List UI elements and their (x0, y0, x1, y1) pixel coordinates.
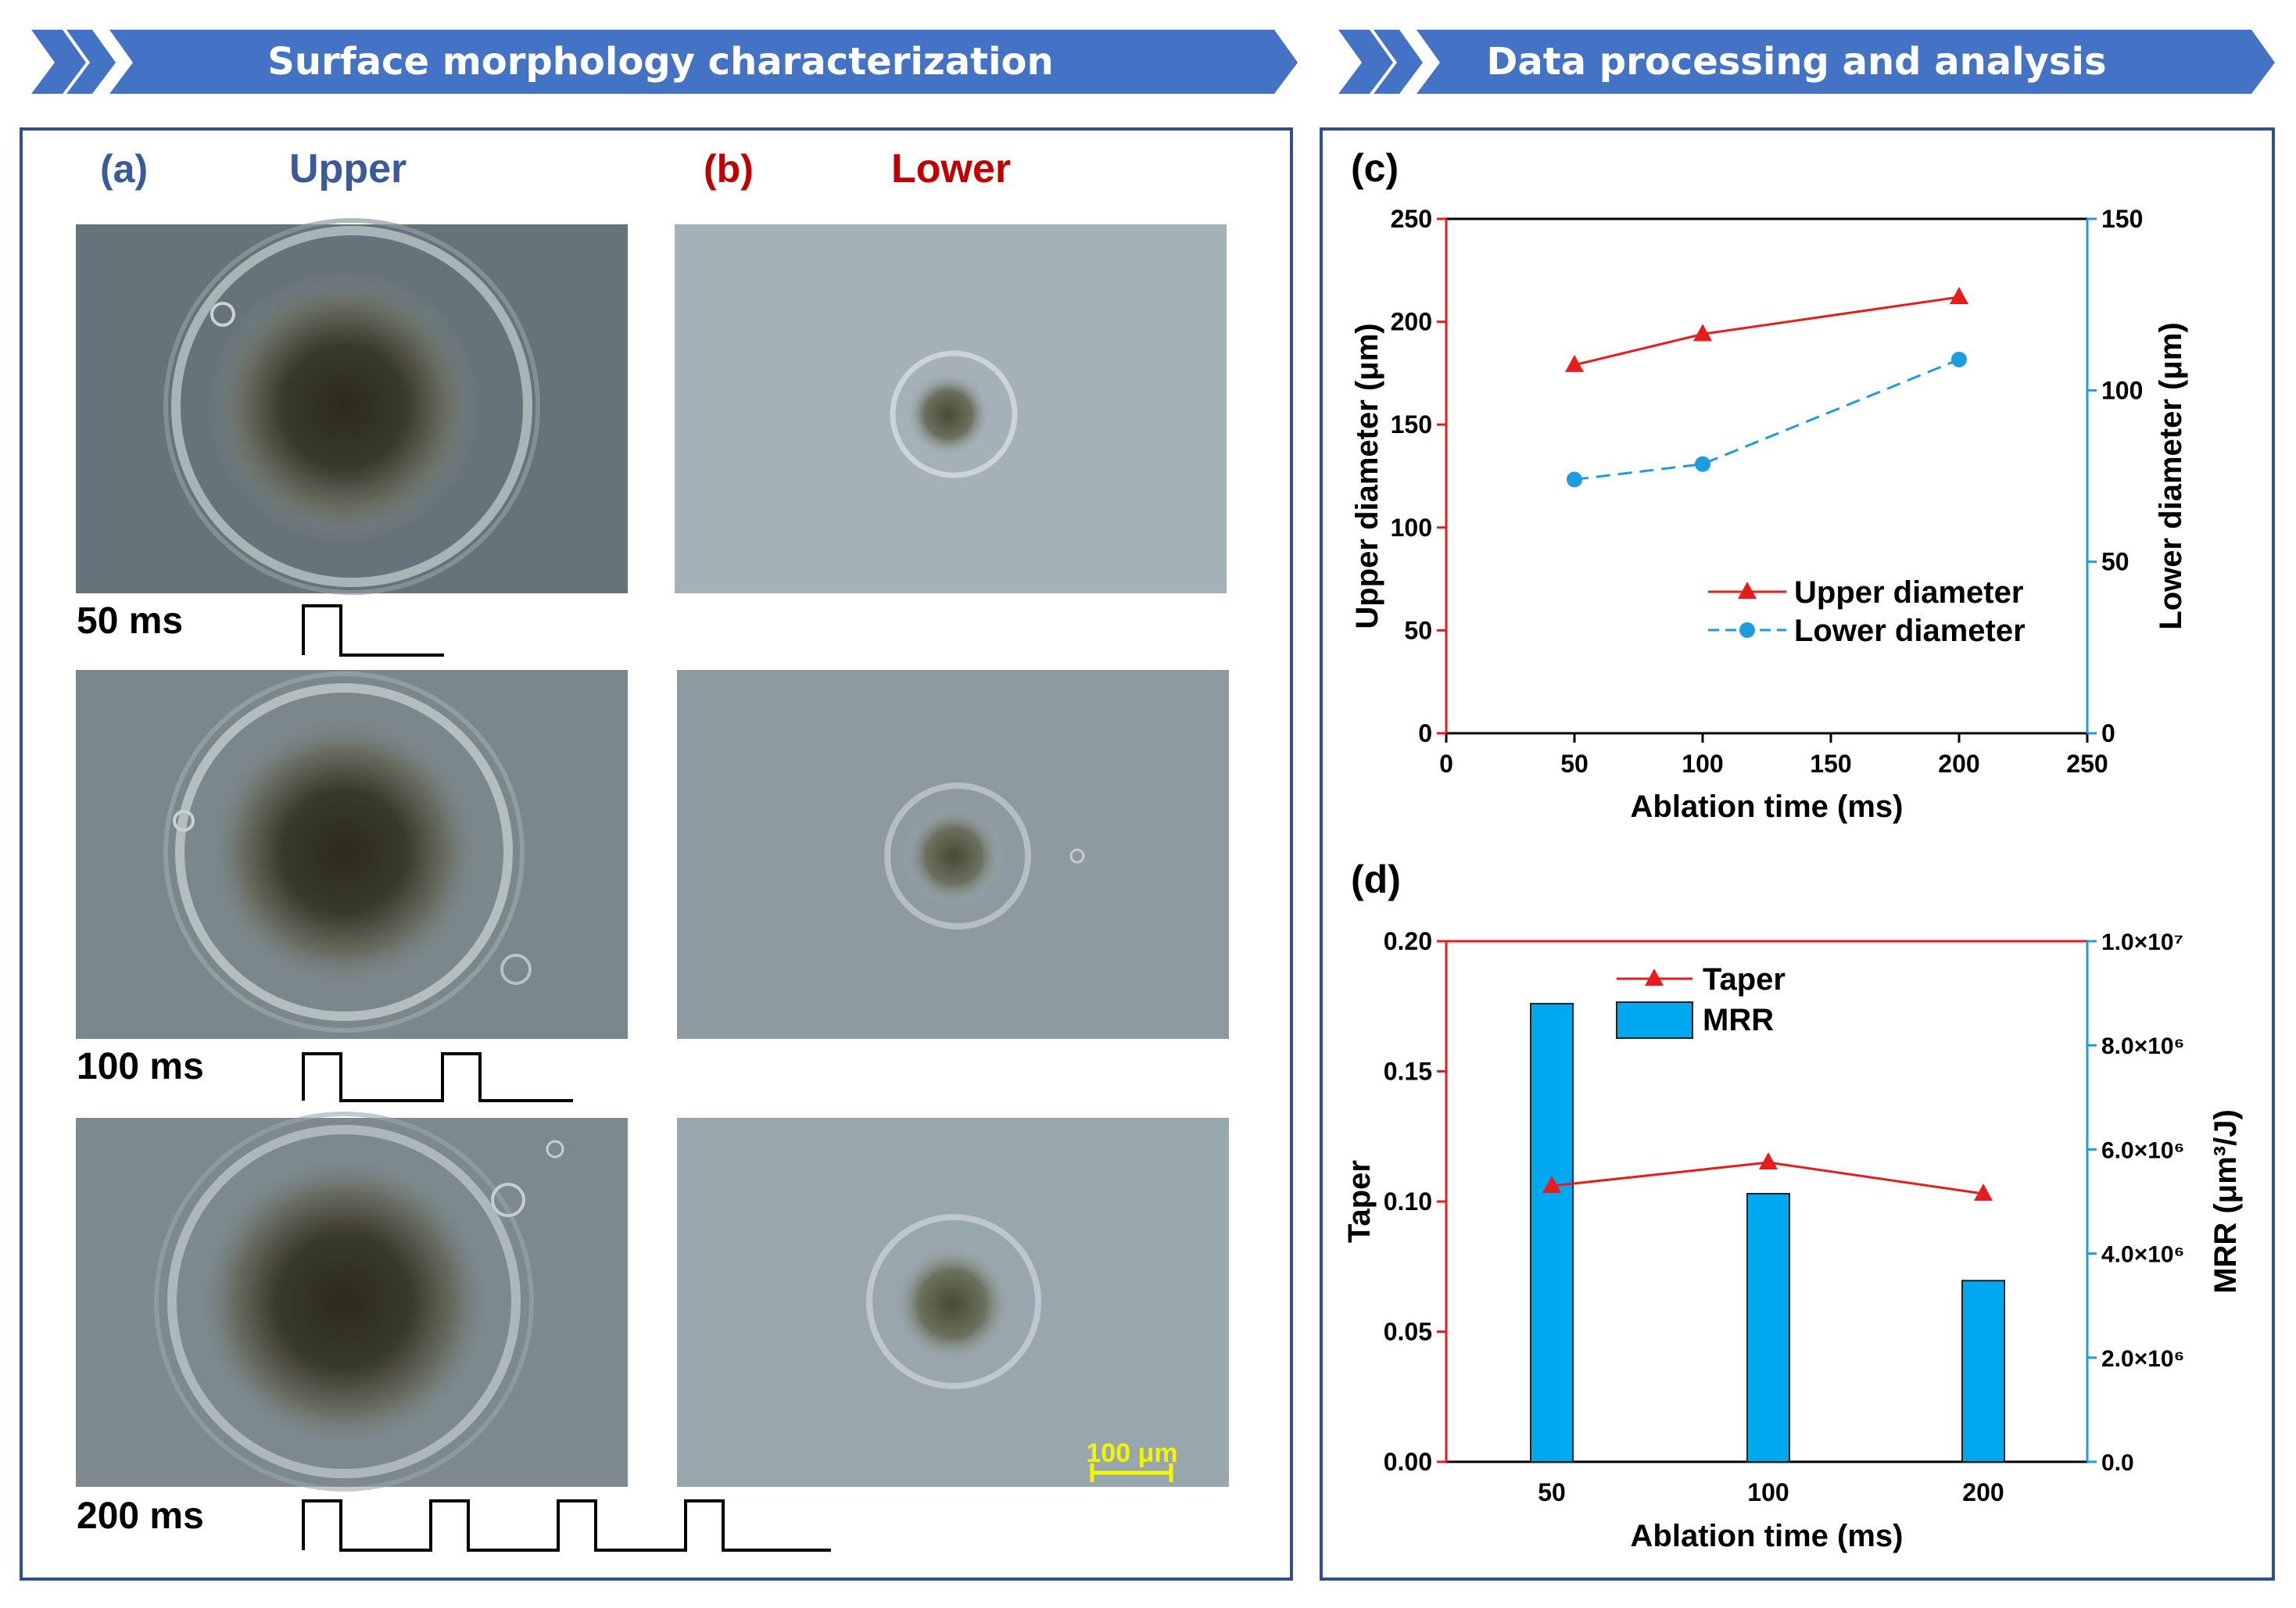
time-rows: 50 ms 100 ms 200 ms (77, 600, 831, 1552)
panel-c-label: (c) (1351, 146, 1399, 190)
chart-c-y2tick-label: 0 (2101, 719, 2115, 747)
scale-bar-label: 100 μm (1086, 1438, 1177, 1468)
chart-c-xtick-label: 0 (1439, 750, 1453, 778)
micrograph-lower-50ms (675, 224, 1227, 593)
banner-right: Data processing and analysis (1338, 30, 2275, 94)
chart-d-xlabel: Ablation time (ms) (1631, 1519, 1904, 1553)
chart-c-legend-marker (1738, 582, 1757, 599)
chart-c-point (1567, 471, 1582, 488)
chart-d-ylabel: Taper (1342, 1160, 1377, 1243)
chart-d-y2tick-label: 8.0×10⁶ (2101, 1033, 2184, 1059)
micrograph-upper-200ms (76, 1112, 628, 1492)
chart-c-ytick-label: 50 (1404, 616, 1432, 644)
pulse-train-0 (302, 604, 444, 657)
pulse-train-2 (302, 1499, 831, 1552)
banner-left: Surface morphology characterization (31, 30, 1298, 94)
chart-c-y2tick-label: 50 (2101, 548, 2129, 576)
chart-c-ytick-label: 0 (1418, 719, 1432, 747)
chart-c: (c) 0 50 100 150 200 250 0 50 100 150 200 250 0 50 100 1… (1350, 146, 2188, 824)
chart-c-y2label: Lower diameter (μm) (2154, 322, 2188, 629)
chart-c-y2tick-label: 150 (2101, 205, 2143, 233)
panel-b-label: (b) (704, 147, 754, 191)
chart-d-bar (1746, 1193, 1790, 1463)
time-label-2: 200 ms (77, 1495, 204, 1537)
chart-c-legend-marker (1739, 622, 1755, 638)
chart-c-point (1565, 354, 1584, 372)
time-label-1: 100 ms (77, 1046, 204, 1087)
chart-c-series-line-1 (1574, 358, 1960, 481)
chart-c-xtick-label: 200 (1938, 750, 1979, 778)
chart-d-y2tick-label: 0.0 (2101, 1450, 2134, 1476)
chart-d-legend-label: MRR (1703, 1003, 1774, 1037)
banner-right-title: Data processing and analysis (1486, 40, 2106, 84)
chart-d-taper-point (1542, 1176, 1561, 1194)
right-panel-frame (1320, 127, 2275, 1581)
chart-d-legend-marker (1645, 969, 1664, 986)
chart-d-bar (1530, 1002, 1574, 1463)
chart-d-legend-label: Taper (1703, 962, 1786, 997)
chart-d-taper-point (1759, 1152, 1778, 1170)
chart-c-xtick-label: 150 (1810, 750, 1851, 778)
chart-c-y2tick-label: 100 (2101, 376, 2143, 404)
chart-d-legend: Taper MRR (1616, 962, 1786, 1039)
panel-b-title: Lower (891, 146, 1011, 192)
banner-chevron-3 (1338, 30, 1393, 94)
micrograph-lower-200ms (677, 1118, 1229, 1487)
time-label-0: 50 ms (77, 600, 183, 642)
scale-bar: 100 μm (1086, 1438, 1178, 1482)
micrograph-lower-100ms (677, 670, 1229, 1039)
chart-d-y2tick-label: 1.0×10⁷ (2101, 929, 2183, 955)
chart-c-ytick-label: 250 (1391, 205, 1432, 233)
chart-d-bar (1961, 1280, 2005, 1463)
chart-d-legend-swatch (1616, 1001, 1693, 1039)
chart-c-point (1695, 456, 1710, 472)
chart-c-legend-label: Upper diameter (1794, 575, 2023, 610)
chart-d-xtick-label: 50 (1538, 1478, 1566, 1506)
banner-chevron-4 (1374, 30, 1423, 94)
chart-d-y2tick-label: 6.0×10⁶ (2101, 1137, 2184, 1163)
chart-c-legend-label: Lower diameter (1794, 614, 2026, 648)
chart-d-y2tick-label: 4.0×10⁶ (2101, 1242, 2184, 1268)
chart-c-legend: Upper diameter Lower diameter (1708, 575, 2026, 648)
pulse-train-1 (302, 1052, 573, 1102)
chart-c-ytick-label: 150 (1391, 410, 1432, 439)
chart-c-point (1951, 351, 1967, 367)
chart-d-ytick-label: 0.10 (1384, 1187, 1432, 1216)
chart-c-ylabel: Upper diameter (μm) (1350, 323, 1384, 629)
banner-chevron-1 (31, 30, 86, 94)
panel-a-label: (a) (100, 147, 148, 191)
chart-c-point (1950, 287, 1968, 305)
micrograph-upper-50ms (76, 218, 628, 595)
panel-a-title: Upper (289, 146, 407, 192)
banner-chevron-2 (66, 30, 116, 94)
chart-d: (d) 0.00 0.05 0.10 0.15 0.20 0.0 2.0×10⁶ 4.0×10⁶… (1342, 858, 2243, 1553)
chart-d-y2tick-label: 2.0×10⁶ (2101, 1346, 2184, 1372)
chart-c-ytick-label: 200 (1391, 308, 1432, 336)
banner-arrow-body-right (1417, 30, 2275, 94)
chart-d-ytick-label: 0.00 (1384, 1448, 1432, 1476)
left-panel-frame (20, 127, 1293, 1581)
chart-c-xtick-label: 50 (1560, 750, 1589, 778)
chart-d-xtick-label: 100 (1747, 1478, 1789, 1506)
chart-c-xlabel: Ablation time (ms) (1631, 790, 1904, 824)
chart-c-ytick-label: 100 (1391, 514, 1432, 542)
chart-d-ytick-label: 0.15 (1384, 1058, 1432, 1086)
chart-d-ytick-label: 0.05 (1384, 1318, 1432, 1346)
chart-c-xtick-label: 100 (1682, 750, 1723, 778)
chart-d-taper-point (1974, 1184, 1993, 1202)
chart-c-xtick-label: 250 (2066, 750, 2108, 778)
banner-arrow-body (109, 30, 1298, 94)
chart-d-xtick-label: 200 (1962, 1478, 2004, 1506)
chart-d-ytick-label: 0.20 (1384, 927, 1432, 955)
chart-c-series-line-0 (1574, 295, 1960, 367)
panel-d-label: (d) (1351, 858, 1401, 901)
chart-c-point (1693, 324, 1712, 342)
chart-d-y2label: MRR (μm³/J) (2208, 1109, 2243, 1294)
micrograph-upper-100ms (76, 670, 628, 1039)
banner-left-title: Surface morphology characterization (267, 40, 1053, 84)
